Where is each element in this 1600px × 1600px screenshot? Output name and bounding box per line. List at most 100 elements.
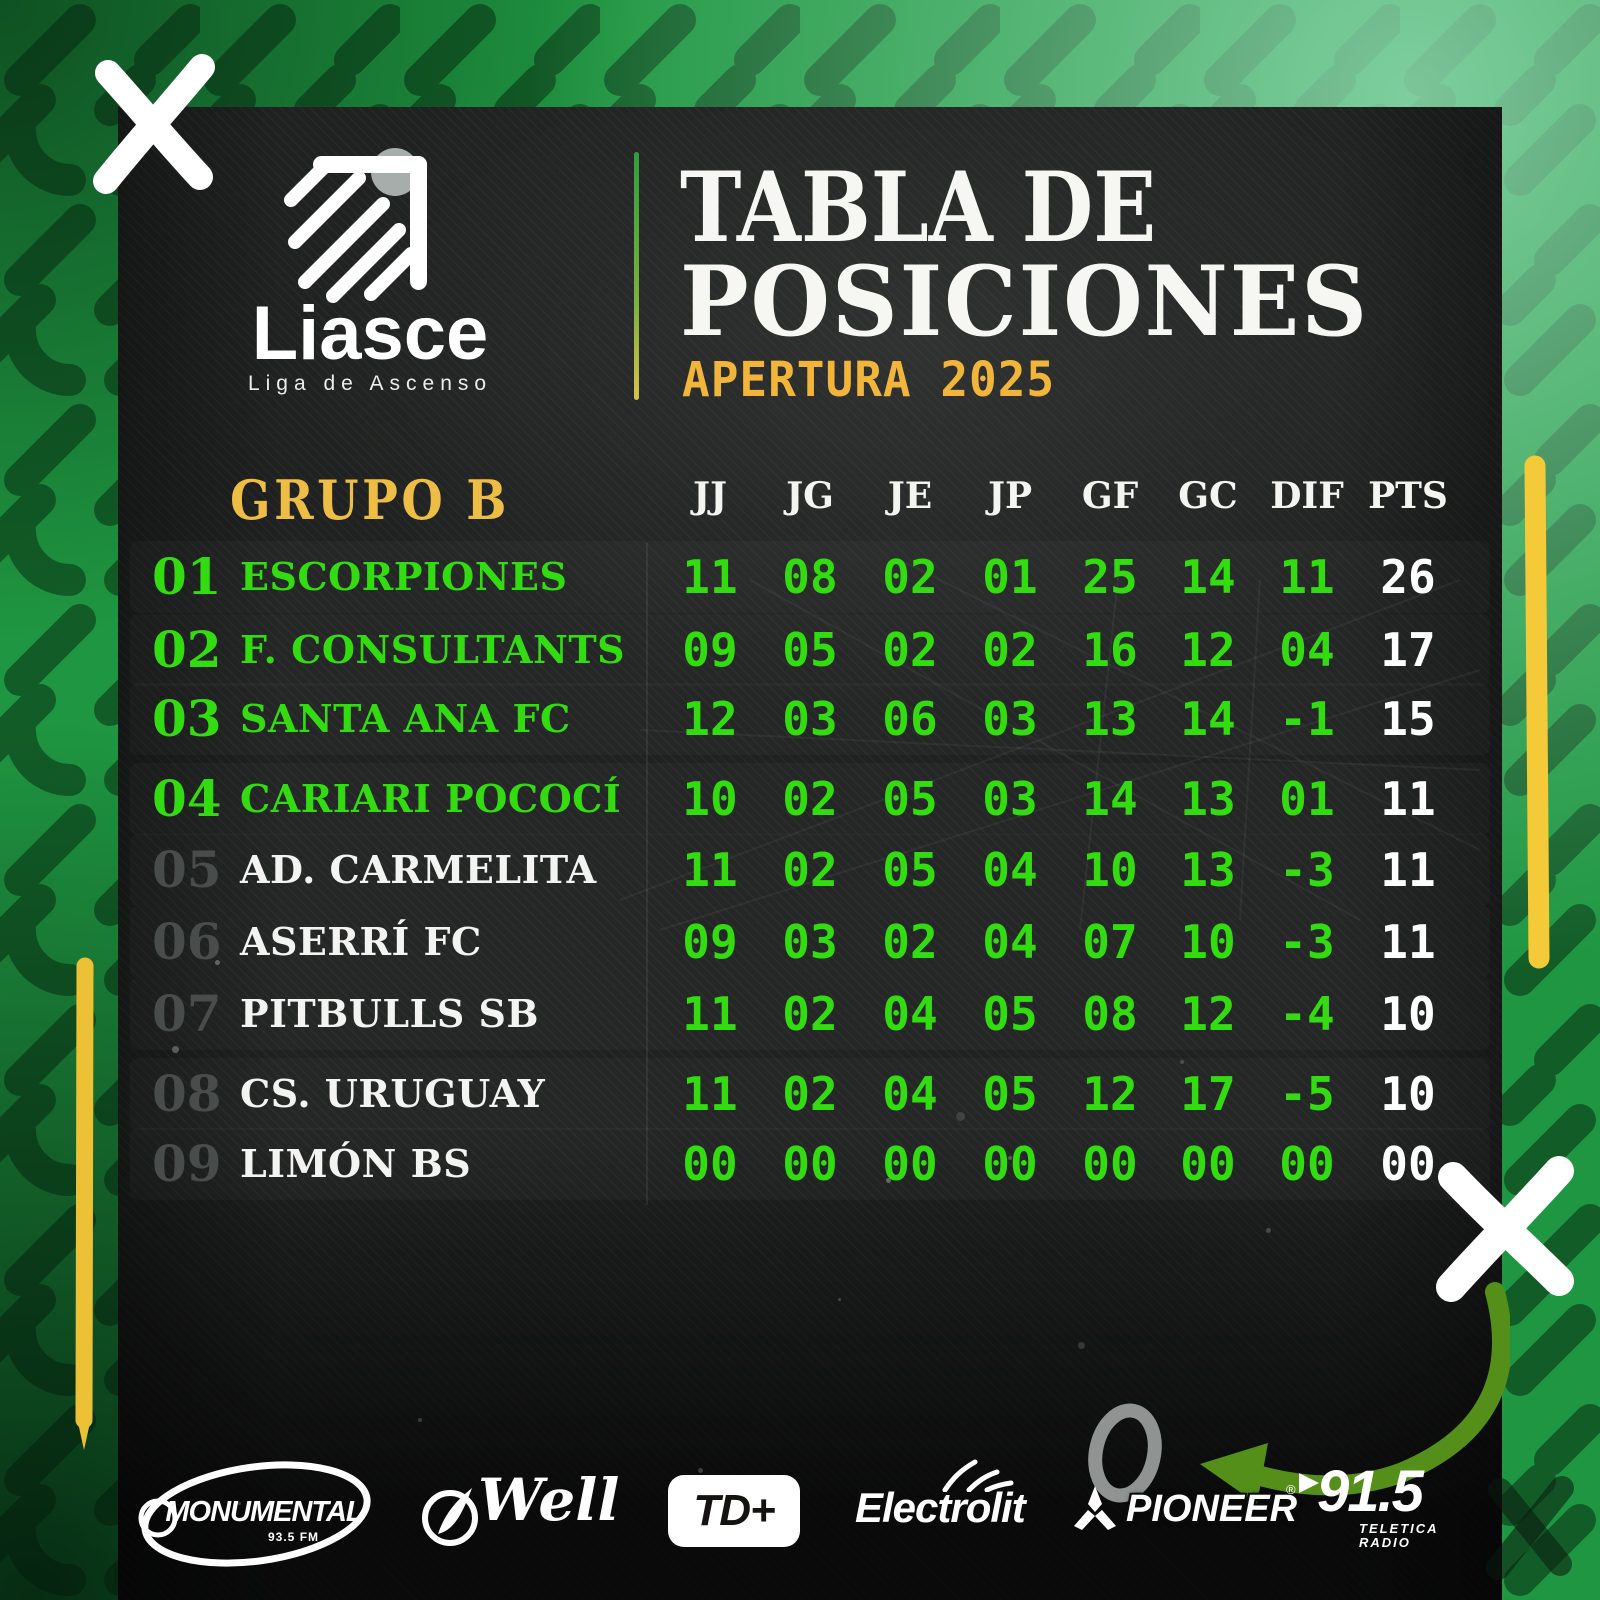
row-team-name: ESCORPIONES xyxy=(240,554,568,599)
stat-dif: 04 xyxy=(1279,623,1335,677)
table-row: 01 ESCORPIONES 11 08 02 01 25 14 11 26 xyxy=(130,541,1490,613)
column-header-jg: JG xyxy=(786,475,834,517)
table-vertical-divider xyxy=(646,543,648,1205)
stat-dif: 00 xyxy=(1279,1137,1335,1191)
stat-gc: 17 xyxy=(1180,1067,1236,1121)
sponsor-well-logo: Well xyxy=(420,1448,620,1588)
row-position: 05 xyxy=(152,840,222,899)
sponsor-pioneer-logo: PIONEER ® xyxy=(1068,1474,1308,1554)
speckle xyxy=(1266,1228,1271,1233)
stat-jp: 03 xyxy=(982,692,1038,746)
stat-je: 04 xyxy=(882,1067,938,1121)
stat-gf: 07 xyxy=(1082,915,1138,969)
row-team-name: CARIARI POCOCÍ xyxy=(240,776,622,821)
stat-pts: 11 xyxy=(1380,772,1436,826)
sponsor-teletica-logo: 91.5 TELETICA RADIO xyxy=(1295,1458,1465,1588)
stat-jj: 11 xyxy=(682,1067,738,1121)
stat-gc: 14 xyxy=(1180,550,1236,604)
stat-dif: 01 xyxy=(1279,772,1335,826)
stat-jj: 00 xyxy=(682,1137,738,1191)
stat-pts: 10 xyxy=(1380,1067,1436,1121)
stat-jp: 04 xyxy=(982,843,1038,897)
stat-dif: -4 xyxy=(1279,987,1335,1041)
stat-jj: 11 xyxy=(682,843,738,897)
stat-pts: 11 xyxy=(1380,915,1436,969)
stat-dif: -1 xyxy=(1279,692,1335,746)
tdmas-badge: TD+ xyxy=(668,1475,800,1547)
monumental-ellipse-icon xyxy=(138,1461,371,1567)
stat-gc: 12 xyxy=(1180,987,1236,1041)
stat-jp: 02 xyxy=(982,623,1038,677)
row-team-name: ASERRÍ FC xyxy=(240,919,482,964)
stat-jg: 03 xyxy=(782,692,838,746)
row-team-name: AD. CARMELITA xyxy=(240,847,597,892)
speckle xyxy=(1180,1060,1184,1064)
x-mark-top-left-icon xyxy=(93,54,215,194)
row-team-name: SANTA ANA FC xyxy=(240,696,571,741)
stat-je: 06 xyxy=(882,692,938,746)
pioneer-star-icon xyxy=(1074,1486,1116,1530)
stat-gf: 14 xyxy=(1082,772,1138,826)
table-row: 05 AD. CARMELITA 11 02 05 04 10 13 -3 11 xyxy=(130,834,1490,906)
column-header-je: JE xyxy=(887,475,933,517)
stat-pts: 11 xyxy=(1380,843,1436,897)
stat-jj: 12 xyxy=(682,692,738,746)
table-row: 03 SANTA ANA FC 12 03 06 03 13 14 -1 15 xyxy=(130,683,1490,755)
brand-name: Liasce xyxy=(251,291,489,376)
row-position: 03 xyxy=(152,689,222,748)
stat-jg: 08 xyxy=(782,550,838,604)
table-row: 08 CS. URUGUAY 11 02 04 05 12 17 -5 10 xyxy=(130,1058,1490,1130)
row-position: 07 xyxy=(152,984,222,1043)
column-header-gc: GC xyxy=(1178,475,1238,517)
table-row: 07 PITBULLS SB 11 02 04 05 08 12 -4 10 xyxy=(130,978,1490,1050)
stat-jg: 00 xyxy=(782,1137,838,1191)
page-title-line2: POSICIONES xyxy=(680,245,1369,358)
season-subtitle: APERTURA 2025 xyxy=(682,352,1056,408)
stat-jp: 05 xyxy=(982,987,1038,1041)
speckle xyxy=(172,1046,179,1053)
row-position: 04 xyxy=(152,769,222,828)
row-position: 01 xyxy=(152,547,222,606)
main-panel xyxy=(118,107,1502,1600)
title-divider-line xyxy=(634,152,639,400)
well-leaf-icon xyxy=(422,1488,478,1546)
stat-gc: 00 xyxy=(1180,1137,1236,1191)
row-team-name: CS. URUGUAY xyxy=(240,1071,546,1116)
stat-gc: 12 xyxy=(1180,623,1236,677)
sponsor-label: PIONEER xyxy=(1126,1488,1298,1530)
stat-jj: 10 xyxy=(682,772,738,826)
play-icon xyxy=(1299,1473,1319,1493)
table-row: 04 CARIARI POCOCÍ 10 02 05 03 14 13 01 1… xyxy=(130,763,1490,835)
stat-gc: 10 xyxy=(1180,915,1236,969)
sponsor-sublabel: TELETICA RADIO xyxy=(1359,1521,1439,1550)
stat-gf: 12 xyxy=(1082,1067,1138,1121)
stat-jp: 04 xyxy=(982,915,1038,969)
table-row: 06 ASERRÍ FC 09 03 02 04 07 10 -3 11 xyxy=(130,906,1490,978)
stat-je: 05 xyxy=(882,772,938,826)
stat-jj: 09 xyxy=(682,623,738,677)
speckle xyxy=(418,1418,422,1422)
stat-pts: 17 xyxy=(1380,623,1436,677)
yellow-stroke-right xyxy=(1524,455,1550,969)
stat-je: 00 xyxy=(882,1137,938,1191)
speckle xyxy=(258,1008,261,1011)
page-title-line1: TABLA DE xyxy=(680,151,1157,264)
stat-jp: 05 xyxy=(982,1067,1038,1121)
stat-gf: 25 xyxy=(1082,550,1138,604)
stat-gf: 08 xyxy=(1082,987,1138,1041)
row-team-name: F. CONSULTANTS xyxy=(240,627,626,672)
dark-x-watermark-icon xyxy=(1486,1476,1574,1580)
stat-jg: 03 xyxy=(782,915,838,969)
stat-jg: 02 xyxy=(782,843,838,897)
table-header-row: JJ JG JE JP GF GC DIF PTS xyxy=(130,472,1490,520)
row-position: 08 xyxy=(152,1064,222,1123)
stat-dif: -3 xyxy=(1279,843,1335,897)
sponsor-tdmas-logo: TD+ xyxy=(668,1475,800,1547)
stat-jg: 02 xyxy=(782,1067,838,1121)
speckle xyxy=(215,960,220,965)
stat-jg: 05 xyxy=(782,623,838,677)
stat-dif: -5 xyxy=(1279,1067,1335,1121)
stat-gf: 16 xyxy=(1082,623,1138,677)
sponsor-label: Well xyxy=(478,1466,620,1534)
stat-gc: 13 xyxy=(1180,772,1236,826)
